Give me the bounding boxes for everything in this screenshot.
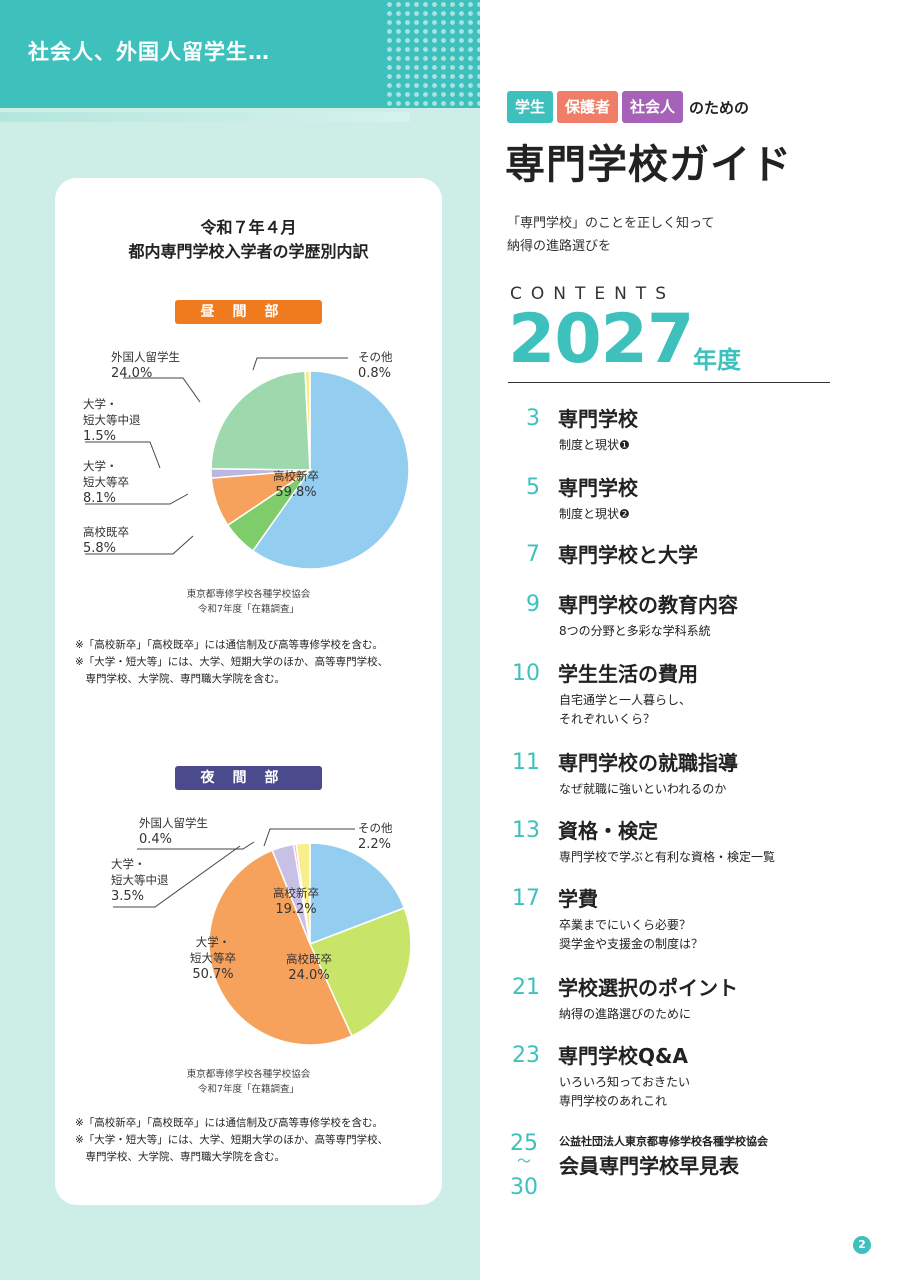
guide-subtitle-line2: 納得の進路選びを [507, 239, 612, 254]
night-label-dropout: 大学・ 短大等中退 3.5% [111, 857, 169, 904]
leader-other [252, 357, 348, 371]
toc-page-number: 21 [512, 975, 540, 1000]
night-label-univ: 大学・ 短大等卒 50.7% [190, 935, 236, 982]
night-source-line1: 東京都専修学校各種学校協会 [186, 1069, 311, 1080]
pie-slice-高校既卒 [308, 907, 412, 1037]
toc-page-number: 3 [526, 406, 540, 431]
pie-slice-大学・短大等卒 [208, 849, 353, 1046]
night-label-grad: 高校既卒 24.0% [286, 952, 332, 983]
contents-label: CONTENTS [510, 284, 675, 304]
leader-foreign [123, 377, 201, 403]
statistics-card: 令和７年４月 都内専門学校入学者の学歴別内訳 昼間部 外国人留学生 24.0% … [55, 178, 442, 1205]
leader-other-n [263, 828, 355, 847]
day-section-label: 昼間部 [175, 300, 322, 324]
night-label-other: その他 2.2% [358, 821, 393, 852]
night-label-new: 高校新卒 19.2% [273, 886, 319, 917]
toc-last-num-sep: 〜 [517, 1154, 531, 1170]
page-number: 2 [853, 1236, 871, 1254]
header-stripe [0, 112, 410, 122]
leader-dropout [85, 441, 161, 469]
toc-description: 8つの分野と多彩な学科系統 [559, 624, 711, 638]
toc-page-number: 7 [526, 542, 540, 567]
toc-page-number: 10 [512, 661, 540, 686]
toc-description: 専門学校で学ぶと有利な資格・検定一覧 [559, 850, 776, 864]
year-suffix: 年度 [693, 346, 741, 374]
day-label-grad: 高校既卒 5.8% [83, 525, 129, 556]
night-leader-lines [113, 828, 355, 908]
day-label-dropout: 大学・ 短大等中退 1.5% [83, 397, 141, 444]
toc-title: 学費 [558, 887, 598, 911]
day-label-new: 高校新卒 59.8% [273, 469, 319, 500]
guide-subtitle-line1: 「専門学校」のことを正しく知って [507, 216, 715, 231]
toc-title: 専門学校と大学 [558, 543, 698, 567]
toc-description: 制度と現状❶ [559, 438, 630, 452]
night-source-line2: 令和7年度「在籍調査」 [197, 1084, 300, 1095]
day-leader-lines [85, 357, 348, 555]
toc-description: いろいろ知っておきたい 専門学校のあれこれ [559, 1075, 691, 1108]
tag-working-adult: 社会人 [622, 91, 684, 123]
year: 2027 [508, 300, 694, 379]
toc-last-org: 公益社団法人東京都専修学校各種学校協会 [559, 1135, 768, 1148]
toc-title: 専門学校Q&A [558, 1044, 688, 1068]
pie-slice-その他 [295, 842, 311, 945]
card-title-line1: 令和７年４月 [200, 218, 297, 237]
leader-grad [85, 535, 194, 555]
tag-suffix: のための [689, 98, 750, 117]
toc-last-num-end[interactable]: 30 [510, 1175, 538, 1200]
day-label-foreign: 外国人留学生 24.0% [111, 350, 180, 381]
audience-tags: 学生 保護者 社会人 のための [507, 91, 749, 123]
toc-description: 卒業までにいくら必要？ 奨学金や支援金の制度は？ [559, 918, 704, 951]
left-panel: 社会人、外国人留学生… 令和７年４月 都内専門学校入学者の学歴別内訳 昼間部 外… [0, 0, 480, 1280]
toc-description: 自宅通学と一人暮らし、 それぞれいくら？ [559, 693, 692, 726]
left-header-title: 社会人、外国人留学生… [28, 40, 270, 64]
day-pie-chart [85, 357, 410, 570]
toc-title: 学校選択のポイント [558, 976, 738, 1000]
pie-slice-外国人留学生 [210, 370, 311, 471]
toc-description: なぜ就職に強いといわれるのか [559, 782, 727, 796]
toc-title: 専門学校 [558, 476, 638, 500]
guide-subtitle: 「専門学校」のことを正しく知って 納得の進路選びを [507, 212, 714, 258]
leader-univ [85, 493, 189, 505]
day-note2: ※「大学・短大等」には、大学、短期大学のほか、高等専門学校、 [75, 656, 389, 668]
leader-foreign-n [137, 841, 255, 850]
toc-title: 専門学校の就職指導 [558, 751, 738, 775]
toc-title: 専門学校 [558, 407, 638, 431]
dot-pattern [385, 0, 480, 108]
night-pie-chart [113, 828, 412, 1046]
toc-title: 専門学校の教育内容 [558, 593, 738, 617]
day-label-other: その他 0.8% [358, 350, 393, 381]
pie-slice-その他 [304, 370, 311, 471]
day-note1: ※「高校新卒」「高校既卒」には通信制及び高等専修学校を含む。 [75, 639, 384, 651]
toc-title: 学生生活の費用 [558, 662, 698, 686]
toc-last-num-start[interactable]: 25 [510, 1131, 538, 1156]
day-label-univ: 大学・ 短大等卒 8.1% [83, 459, 129, 506]
toc-page-number: 11 [512, 750, 540, 775]
night-note1: ※「高校新卒」「高校既卒」には通信制及び高等専修学校を含む。 [75, 1117, 384, 1129]
toc-last-title[interactable]: 会員専門学校早見表 [559, 1154, 739, 1178]
toc-description: 納得の進路選びのために [559, 1007, 692, 1021]
tag-parent: 保護者 [557, 91, 619, 123]
day-source-line2: 令和7年度「在籍調査」 [197, 604, 300, 615]
toc-page-number: 5 [526, 475, 540, 500]
pie-slice-高校新卒 [251, 370, 410, 570]
contents-rule [508, 382, 830, 383]
toc-page-number: 13 [512, 818, 540, 843]
day-note3: 専門学校、大学院、専門職大学院を含む。 [75, 673, 285, 685]
toc-page-number: 23 [512, 1043, 540, 1068]
toc-description: 制度と現状❷ [559, 507, 630, 521]
card-title-line2: 都内専門学校入学者の学歴別内訳 [128, 242, 369, 261]
night-note3: 専門学校、大学院、専門職大学院を含む。 [75, 1151, 285, 1163]
night-note2: ※「大学・短大等」には、大学、短期大学のほか、高等専門学校、 [75, 1134, 389, 1146]
day-source-line1: 東京都専修学校各種学校協会 [186, 589, 311, 600]
toc-title: 資格・検定 [558, 819, 658, 843]
pie-slice-高校新卒 [309, 842, 406, 946]
left-header: 社会人、外国人留学生… [0, 0, 480, 108]
guide-title: 専門学校ガイド [505, 142, 792, 188]
night-section-label: 夜間部 [175, 766, 322, 790]
leader-dropout-n [113, 845, 241, 908]
toc-page-number: 9 [526, 592, 540, 617]
night-label-foreign: 外国人留学生 0.4% [139, 816, 208, 847]
toc-page-number: 17 [512, 886, 540, 911]
tag-student: 学生 [507, 91, 554, 123]
